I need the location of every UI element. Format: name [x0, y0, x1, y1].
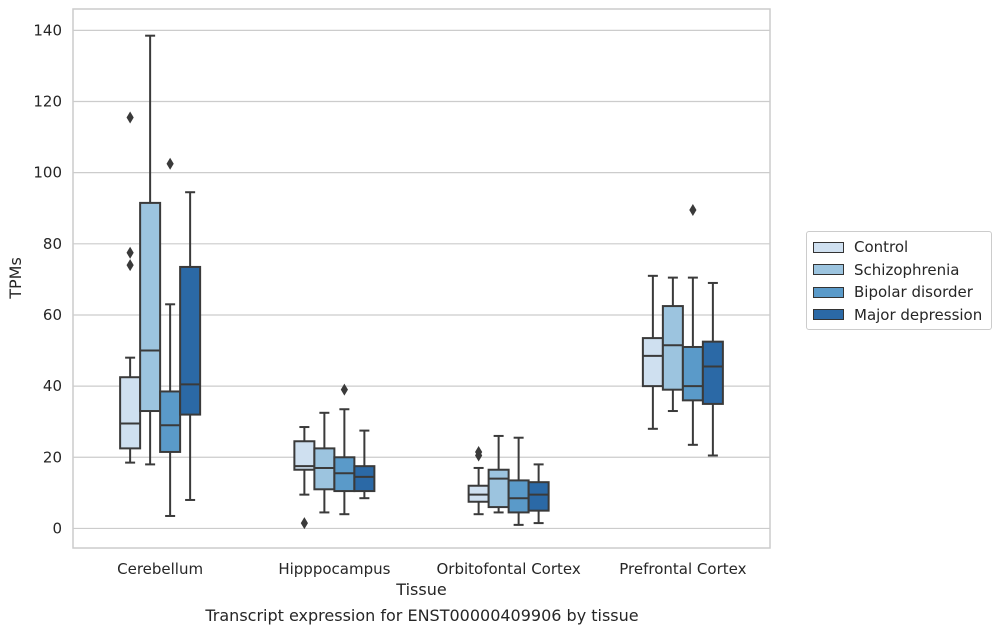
- plot-area-frame: [72, 8, 771, 549]
- box-orbitofontal-cortex-control: [467, 445, 490, 516]
- iqr-box: [159, 390, 182, 453]
- iqr-box: [681, 345, 704, 402]
- box-orbitofontal-cortex-major-depression: [527, 463, 550, 525]
- iqr-box: [353, 465, 376, 493]
- legend-label-bipolar-disorder: Bipolar disorder: [854, 283, 973, 302]
- outlier-point: [126, 246, 134, 259]
- outlier-point: [475, 445, 483, 458]
- box-prefrontal-cortex-schizophrenia: [661, 276, 684, 413]
- box-prefrontal-cortex-control: [641, 274, 664, 430]
- boxes: [119, 34, 724, 530]
- legend-item-control: Control: [807, 236, 991, 259]
- outlier-point: [126, 259, 134, 272]
- x-tick-label-prefrontal-cortex: Prefrontal Cortex: [619, 560, 746, 578]
- legend-swatch-bipolar-disorder: [813, 286, 844, 298]
- y-tick-label-140: 140: [33, 21, 62, 39]
- box-prefrontal-cortex-major-depression: [701, 281, 724, 457]
- y-tick-label-120: 120: [33, 93, 62, 111]
- legend-label-major-depression: Major depression: [854, 305, 983, 324]
- y-axis-label: TPMs: [6, 257, 25, 300]
- outlier-point: [689, 204, 697, 217]
- y-tick-label-60: 60: [43, 306, 62, 324]
- box-orbitofontal-cortex-bipolar-disorder: [507, 436, 530, 526]
- x-axis-label: Tissue: [395, 580, 446, 599]
- legend-swatch-schizophrenia: [813, 264, 844, 276]
- legend-label-control: Control: [854, 238, 909, 257]
- outlier-point: [300, 517, 308, 530]
- y-tick-label-80: 80: [43, 235, 62, 253]
- box-cerebellum-schizophrenia: [139, 34, 162, 466]
- iqr-box: [527, 481, 550, 512]
- gridlines: [73, 29, 770, 530]
- box-prefrontal-cortex-bipolar-disorder: [681, 204, 704, 446]
- iqr-box: [661, 305, 684, 391]
- x-tick-label-hipppocampus: Hipppocampus: [278, 560, 390, 578]
- x-tick-label-cerebellum: Cerebellum: [117, 560, 203, 578]
- box-cerebellum-major-depression: [179, 191, 202, 501]
- y-tick-label-100: 100: [33, 164, 62, 182]
- y-tick-label-0: 0: [52, 519, 62, 537]
- iqr-box: [507, 479, 530, 514]
- legend-label-schizophrenia: Schizophrenia: [854, 260, 960, 279]
- iqr-box: [139, 201, 162, 413]
- iqr-box: [119, 376, 142, 450]
- legend-swatch-major-depression: [813, 309, 844, 321]
- figure-caption: Transcript expression for ENST0000040990…: [205, 606, 639, 625]
- x-tick-labels: Cerebellum Hipppocampus Orbitofontal Corte…: [117, 560, 746, 578]
- iqr-box: [487, 468, 510, 509]
- legend-item-bipolar-disorder: Bipolar disorder: [807, 281, 991, 304]
- iqr-box: [701, 340, 724, 405]
- x-tick-label-orbitofontal-cortex: Orbitofontal Cortex: [437, 560, 581, 578]
- y-tick-labels: 0 20 40 60 80 100 120 140: [33, 21, 62, 537]
- legend-item-major-depression: Major depression: [807, 304, 991, 327]
- box-cerebellum-control: [119, 111, 142, 464]
- box-hipppocampus-bipolar-disorder: [333, 383, 356, 516]
- box-cerebellum-bipolar-disorder: [159, 157, 182, 517]
- box-hipppocampus-schizophrenia: [313, 411, 336, 514]
- box-hipppocampus-major-depression: [353, 429, 376, 500]
- y-tick-label-20: 20: [43, 448, 62, 466]
- box-orbitofontal-cortex-schizophrenia: [487, 434, 510, 514]
- legend: Control Schizophrenia Bipolar disorder M…: [806, 231, 992, 330]
- legend-swatch-control: [813, 241, 844, 253]
- outlier-point: [340, 383, 348, 396]
- outlier-point: [166, 157, 174, 170]
- iqr-box: [179, 265, 202, 416]
- box-hipppocampus-control: [293, 426, 316, 530]
- iqr-box: [641, 337, 664, 388]
- legend-item-schizophrenia: Schizophrenia: [807, 259, 991, 282]
- outlier-point: [126, 111, 134, 124]
- y-tick-label-40: 40: [43, 377, 62, 395]
